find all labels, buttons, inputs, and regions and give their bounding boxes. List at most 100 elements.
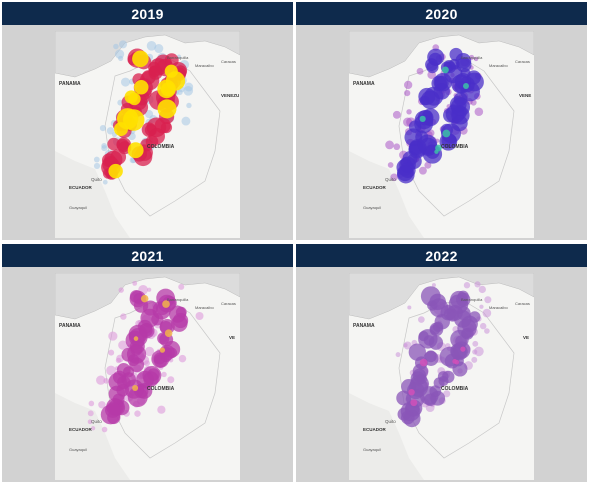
label-guayaquil: Guayaquil	[69, 447, 87, 452]
heat-blob	[156, 288, 176, 308]
label-venezuela: VENEZU	[221, 93, 239, 98]
heat-blob	[403, 343, 408, 348]
heat-blob	[390, 173, 398, 182]
heat-blob	[431, 283, 436, 288]
heat-blob	[479, 322, 487, 330]
heat-blob	[144, 346, 155, 357]
heat-blob	[167, 376, 175, 384]
panel-2020: 2020 PANAMA COLOMBIA ECUADOR Quito Guaya…	[296, 2, 587, 240]
label-ecuador: ECUADOR	[363, 185, 387, 190]
label-ecuador: ECUADOR	[69, 427, 93, 432]
heat-blob	[133, 336, 139, 341]
map-2021[interactable]: PANAMA COLOMBIA ECUADOR Quito Guayaquil …	[55, 273, 240, 480]
heat-blob	[395, 352, 401, 358]
heat-blob	[102, 179, 108, 185]
label-guayaquil: Guayaquil	[363, 447, 381, 452]
heat-blob	[93, 156, 100, 163]
label-quito: Quito	[91, 177, 102, 182]
heat-blob	[435, 144, 442, 152]
heat-blob	[149, 58, 168, 76]
heat-blob	[103, 378, 110, 384]
heat-blob	[406, 109, 412, 115]
heat-blob	[479, 304, 484, 309]
heat-blob	[106, 365, 116, 376]
heat-blob	[404, 89, 411, 97]
label-ecuador: ECUADOR	[363, 427, 387, 432]
heat-blob	[146, 41, 157, 51]
heat-blob	[427, 48, 445, 66]
heat-blob	[387, 162, 394, 168]
heat-blob	[108, 331, 118, 341]
label-colombia: COLOMBIA	[147, 386, 175, 392]
heat-blob	[101, 145, 108, 152]
heat-blob	[120, 77, 130, 87]
heat-blob	[100, 404, 121, 425]
heat-blob	[134, 410, 141, 417]
heat-blob	[186, 102, 192, 109]
heat-blob	[408, 120, 422, 133]
heat-blob	[106, 127, 115, 135]
heat-blob	[456, 292, 471, 307]
heat-blob	[441, 66, 449, 74]
label-panama: PANAMA	[353, 323, 375, 329]
heat-blob	[482, 308, 492, 318]
label-venezuela: VE	[229, 335, 235, 340]
heat-blob	[416, 67, 424, 75]
panel-title: 2019	[2, 2, 293, 25]
heat-blob	[101, 426, 108, 433]
heat-blob	[128, 92, 141, 106]
heat-blob	[397, 407, 411, 421]
map-2022[interactable]: PANAMA COLOMBIA ECUADOR Quito Guayaquil …	[349, 273, 534, 480]
label-barranquilla: Barranquilla	[461, 297, 483, 302]
heat-blob	[91, 426, 96, 431]
heat-blob	[99, 125, 107, 132]
heat-blob	[474, 346, 484, 357]
heat-blob	[127, 142, 144, 159]
heat-blob	[484, 328, 490, 334]
heat-blob	[452, 361, 468, 377]
heat-blob	[145, 110, 154, 119]
heat-blob	[113, 43, 119, 50]
map-2019[interactable]: PANAMA COLOMBIA ECUADOR Quito Guayaquil …	[55, 31, 240, 238]
panel-2022: 2022 PANAMA COLOMBIA ECUADOR Quito Guaya…	[296, 244, 587, 482]
label-colombia: COLOMBIA	[441, 386, 469, 392]
label-guayaquil: Guayaquil	[69, 205, 87, 210]
heat-blob	[419, 358, 428, 367]
heat-blob	[126, 344, 147, 364]
heat-blob	[184, 82, 194, 92]
heat-blob	[419, 115, 426, 122]
label-maracaibo: Maracaibo	[195, 305, 214, 310]
label-panama: PANAMA	[59, 323, 81, 329]
heat-blob	[140, 294, 149, 303]
heat-blob	[393, 143, 401, 151]
heat-blob	[457, 318, 477, 339]
heat-blob	[404, 80, 413, 90]
heat-blob	[118, 340, 128, 350]
heat-blob	[108, 163, 123, 179]
label-colombia: COLOMBIA	[147, 144, 175, 150]
heat-blob	[460, 346, 466, 352]
map-2020[interactable]: PANAMA COLOMBIA ECUADOR Quito Guayaquil …	[349, 31, 534, 238]
heat-blob	[178, 283, 185, 290]
heat-blob	[160, 350, 173, 363]
heat-blob	[385, 140, 394, 150]
heat-blob	[129, 289, 143, 303]
heat-blob	[157, 99, 177, 119]
heat-blob	[116, 138, 129, 151]
heat-blob	[397, 164, 414, 182]
panel-2021: 2021 PANAMA COLOMBIA ECUADOR Quito Guaya…	[2, 244, 293, 482]
panel-title: 2020	[296, 2, 587, 25]
heat-blob	[430, 390, 446, 406]
label-caracas: Caracas	[515, 301, 530, 306]
heat-blob	[392, 110, 401, 119]
label-panama: PANAMA	[59, 81, 81, 87]
label-barranquilla: Barranquilla	[461, 55, 483, 60]
heat-blob	[418, 166, 427, 175]
heat-blob	[87, 410, 94, 417]
heat-blob	[147, 287, 152, 292]
heat-blob	[478, 285, 486, 294]
label-barranquilla: Barranquilla	[167, 55, 189, 60]
heat-blob	[449, 47, 463, 61]
heat-blob	[132, 50, 149, 68]
